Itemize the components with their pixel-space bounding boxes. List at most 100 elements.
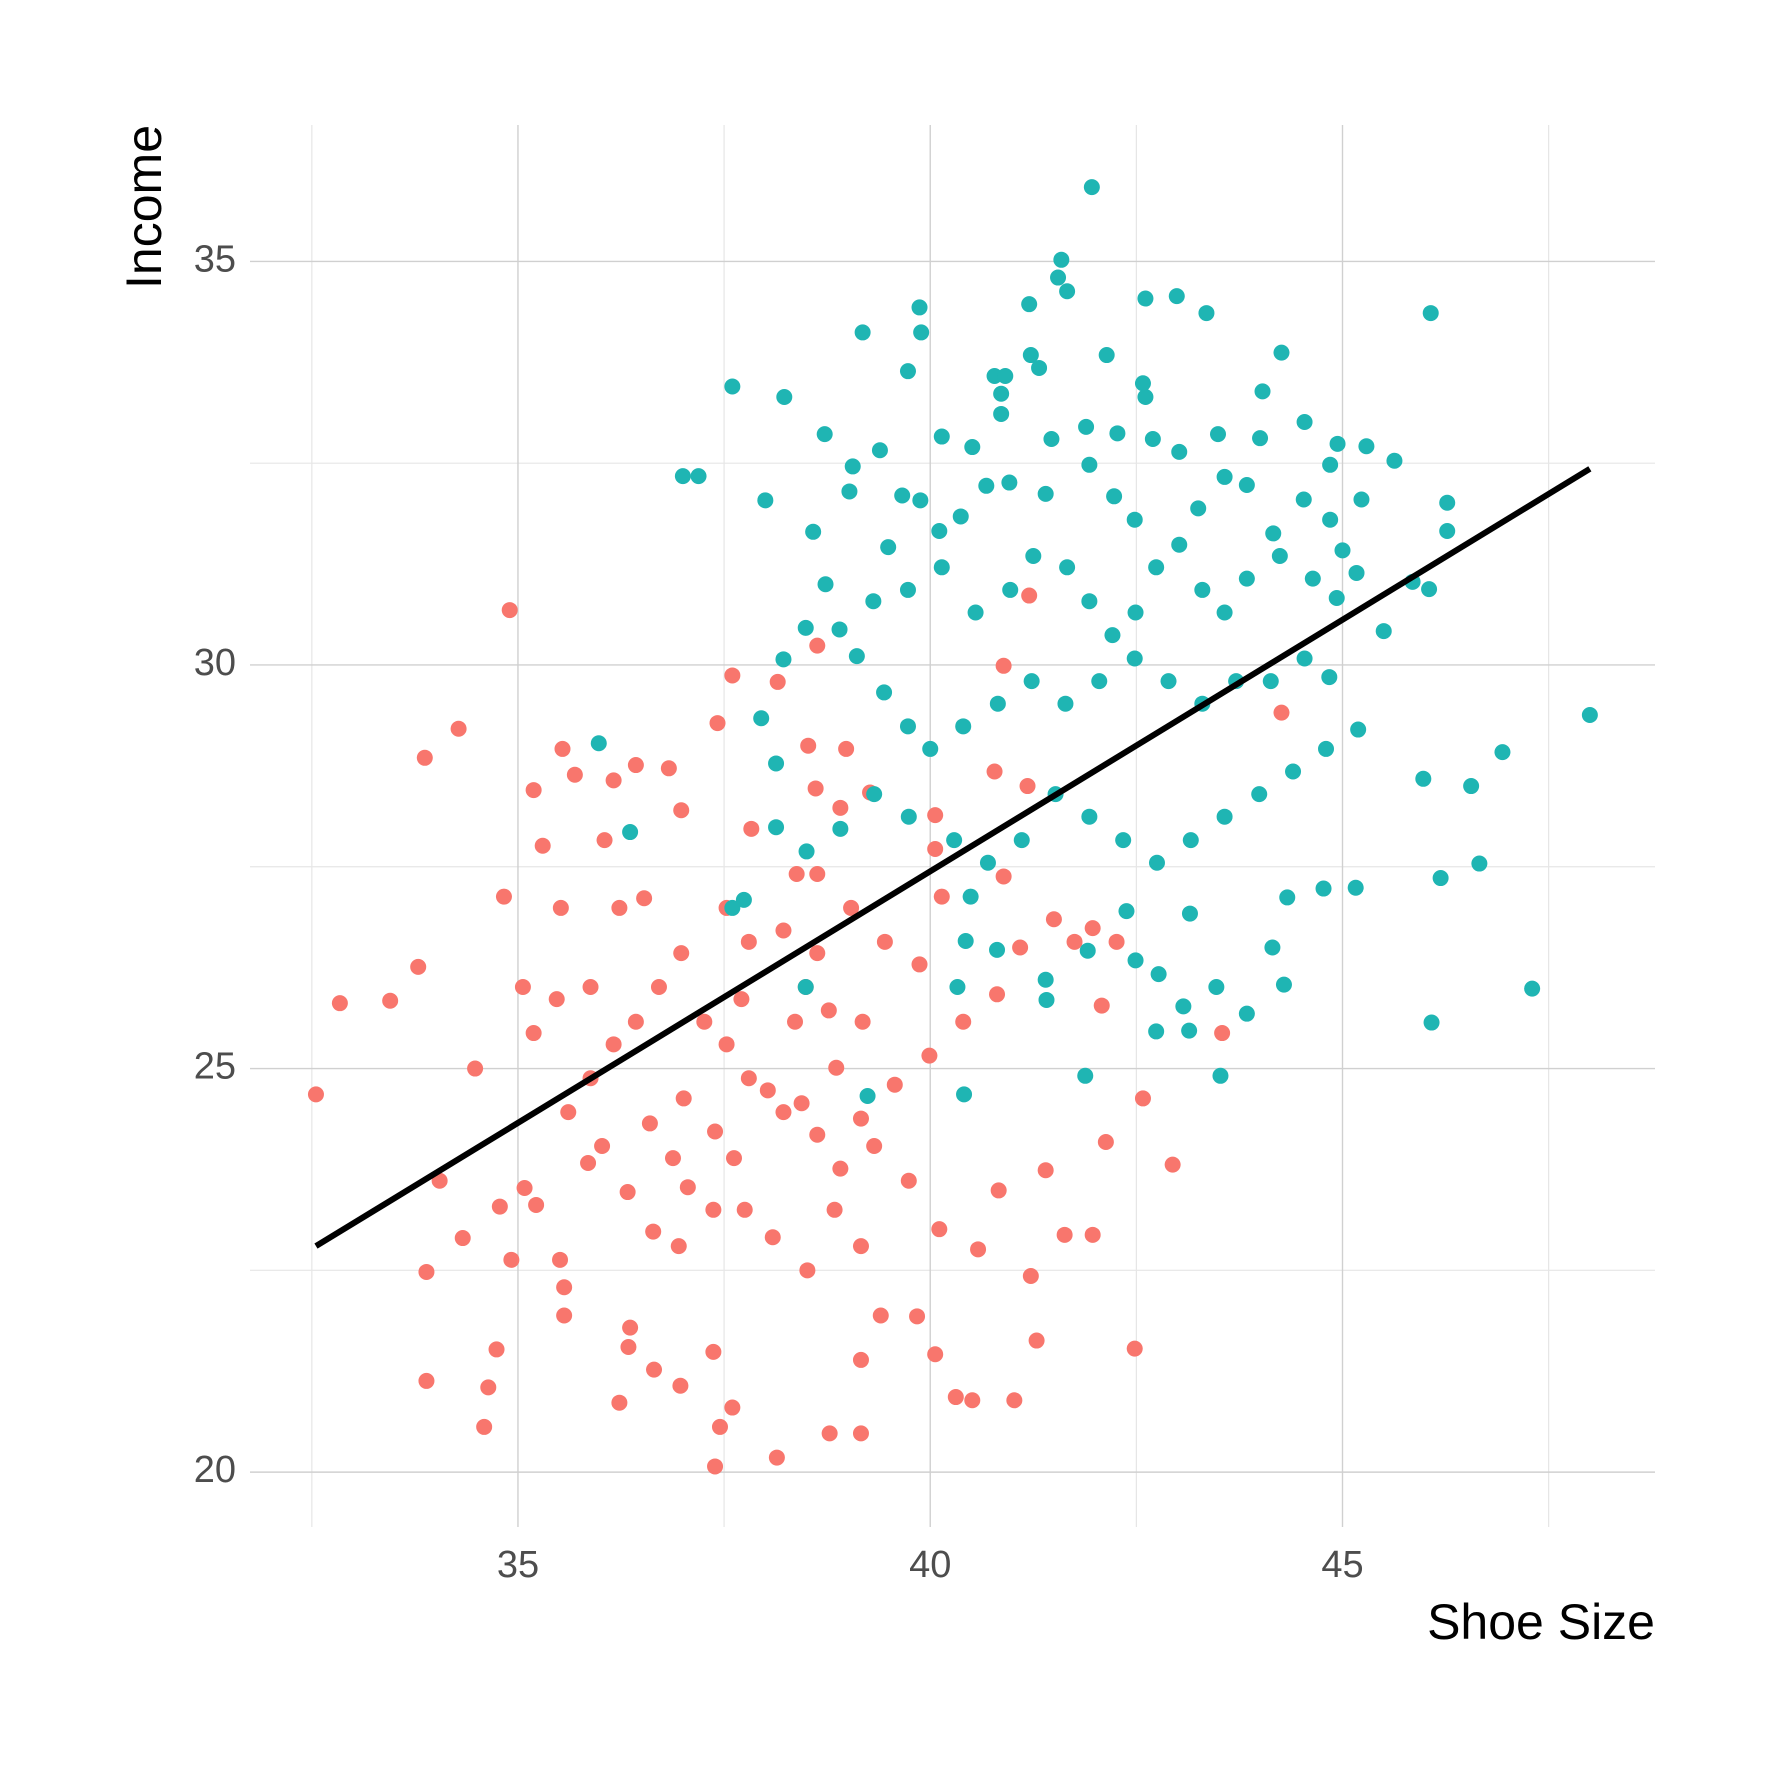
- point: [899, 718, 916, 735]
- point: [554, 740, 571, 757]
- point: [1275, 976, 1292, 993]
- y-tick-label: 20: [194, 1449, 236, 1491]
- point: [775, 922, 792, 939]
- point: [956, 1086, 973, 1103]
- point: [1091, 673, 1108, 690]
- point: [931, 1221, 948, 1238]
- point: [1279, 889, 1296, 906]
- point: [832, 799, 849, 816]
- point: [480, 1379, 497, 1396]
- point: [995, 868, 1012, 885]
- point: [733, 991, 750, 1008]
- point: [1022, 347, 1039, 364]
- point: [838, 740, 855, 757]
- point: [1432, 870, 1449, 887]
- point: [913, 324, 930, 341]
- point: [696, 1013, 713, 1030]
- point: [516, 1180, 533, 1197]
- point: [1084, 920, 1101, 937]
- point: [797, 979, 814, 996]
- point: [1238, 476, 1255, 493]
- point: [1081, 593, 1098, 610]
- point: [859, 1087, 876, 1104]
- point: [1524, 980, 1541, 997]
- point: [743, 820, 760, 837]
- point: [736, 1201, 753, 1218]
- point: [1126, 511, 1143, 528]
- point: [1077, 1067, 1094, 1084]
- point: [1013, 832, 1030, 849]
- point: [927, 807, 944, 824]
- point: [709, 715, 726, 732]
- point: [1353, 491, 1370, 508]
- point: [1126, 1340, 1143, 1357]
- point: [1190, 500, 1207, 517]
- point: [622, 1319, 639, 1336]
- point: [817, 576, 834, 593]
- point: [876, 933, 893, 950]
- point: [1059, 559, 1076, 576]
- point: [641, 1115, 658, 1132]
- point: [854, 1013, 871, 1030]
- point: [768, 755, 785, 772]
- point: [1168, 288, 1185, 305]
- point: [967, 604, 984, 621]
- point: [705, 1343, 722, 1360]
- point: [1296, 650, 1313, 667]
- point: [1322, 511, 1339, 528]
- point: [964, 1392, 981, 1409]
- point: [788, 866, 805, 883]
- point: [797, 619, 814, 636]
- point: [962, 888, 979, 905]
- point: [1271, 548, 1288, 565]
- point: [1265, 525, 1282, 542]
- point: [852, 1110, 869, 1127]
- point: [832, 1160, 849, 1177]
- point: [718, 1036, 735, 1053]
- point: [495, 888, 512, 905]
- point: [1164, 1156, 1181, 1173]
- point: [646, 1361, 663, 1378]
- x-axis-title: Shoe Size: [1427, 1594, 1655, 1650]
- point: [866, 1138, 883, 1155]
- point: [735, 891, 752, 908]
- point: [1084, 1226, 1101, 1243]
- point: [1056, 1226, 1073, 1243]
- point: [933, 559, 950, 576]
- point: [1050, 269, 1067, 286]
- point: [1421, 581, 1438, 598]
- point: [1318, 740, 1335, 757]
- point: [1043, 430, 1060, 447]
- point: [854, 324, 871, 341]
- point: [820, 1002, 837, 1019]
- point: [844, 458, 861, 475]
- point: [1175, 998, 1192, 1015]
- point: [418, 1263, 435, 1280]
- point: [1025, 548, 1042, 565]
- y-tick-label: 25: [194, 1046, 236, 1088]
- point: [979, 854, 996, 871]
- point: [946, 832, 963, 849]
- point: [933, 888, 950, 905]
- point: [1423, 1014, 1440, 1031]
- point: [955, 718, 972, 735]
- point: [911, 299, 928, 316]
- point: [776, 389, 793, 406]
- point: [1059, 283, 1076, 300]
- point: [899, 363, 916, 380]
- point: [1148, 1023, 1165, 1040]
- point: [596, 832, 613, 849]
- point: [894, 487, 911, 504]
- point: [921, 1047, 938, 1064]
- point: [1581, 707, 1598, 724]
- point: [548, 991, 565, 1008]
- point: [1422, 305, 1439, 322]
- point: [1031, 359, 1048, 376]
- point: [711, 1418, 728, 1435]
- point: [1171, 536, 1188, 553]
- point: [993, 405, 1010, 422]
- y-axis-title: Income: [116, 125, 172, 289]
- point: [787, 1013, 804, 1030]
- x-tick-label: 35: [497, 1544, 539, 1586]
- point: [1415, 770, 1432, 787]
